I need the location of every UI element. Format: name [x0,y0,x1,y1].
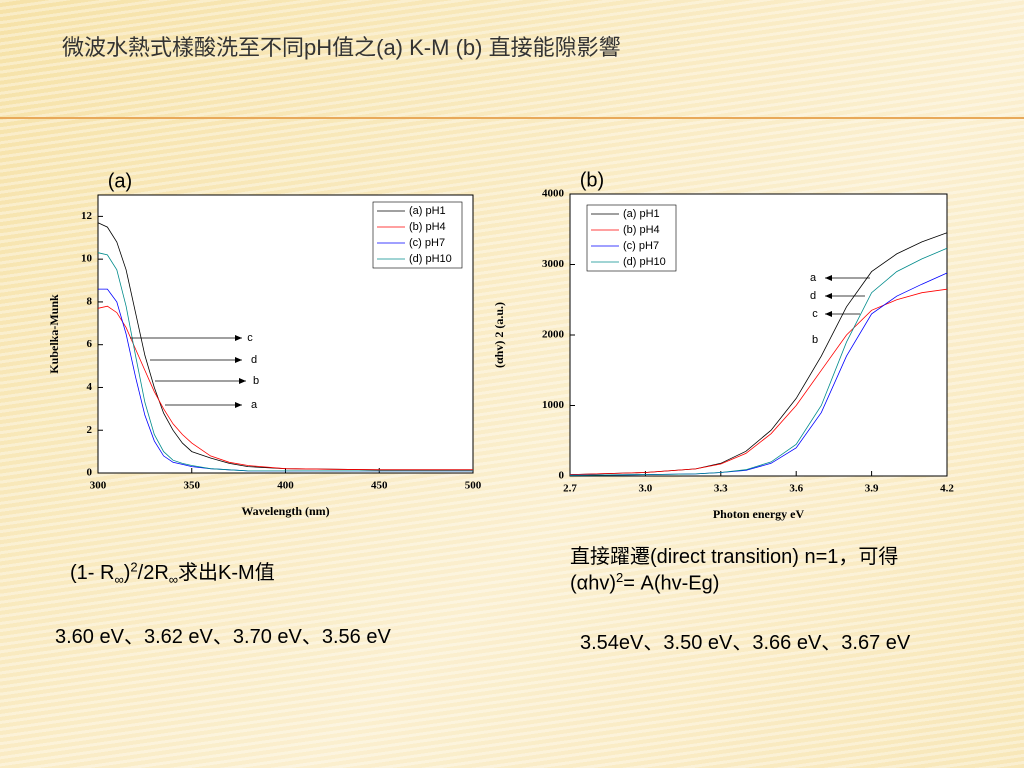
legend-box [372,201,463,269]
x-tick-label: 4.2 [940,483,954,495]
formula-part: (αhv) [570,572,617,595]
formula-part: ∞ [114,572,124,587]
formula-part: (1- R [70,562,115,584]
legend-label: (d) pH10 [409,253,452,265]
y-tick-label: 2 [87,424,93,436]
arrow-head [239,378,246,384]
y-tick-label: 0 [87,467,93,479]
x-tick-label: 3.3 [714,483,728,495]
formula-part: = A(hv-Eg) [623,572,720,595]
km-values: 3.60 eV、3.62 eV、3.70 eV、3.56 eV [55,626,391,648]
annotation-label: d [810,290,816,302]
legend-label: (d) pH10 [623,256,666,268]
annotation-label: c [247,332,253,344]
legend-label: (c) pH7 [409,237,445,249]
x-tick-label: 3.6 [789,483,803,495]
x-tick-label: 450 [371,480,388,492]
series-line [97,222,473,471]
x-axis-label: Wavelength (nm) [241,504,329,518]
y-tick-label: 0 [559,470,565,482]
slide-title: 微波水熱式樣酸洗至不同pH值之(a) K-M (b) 直接能隙影響 [62,35,621,60]
formula-part: 2 [616,570,624,585]
annotation-label: a [251,399,258,411]
x-tick-label: 500 [465,480,482,492]
y-tick-label: 1000 [542,399,565,411]
arrow-head [235,402,242,408]
x-tick-label: 400 [277,480,294,492]
annotation-label: b [812,334,818,346]
legend-label: (b) pH4 [409,221,446,233]
y-tick-label: 4000 [542,188,565,200]
legend-box [586,204,677,272]
x-tick-label: 3.0 [639,483,653,495]
y-axis-label: Kubelka-Munk [47,294,61,374]
transition-text: 直接躍遷(direct transition) n=1，可得 [570,546,899,568]
legend-label: (c) pH7 [623,240,659,252]
gap-values: 3.54eV、3.50 eV、3.66 eV、3.67 eV [580,632,911,654]
formula-part: 2 [130,559,138,575]
arrow-head [825,275,832,281]
x-tick-label: 2.7 [563,483,577,495]
annotation-label: b [253,375,259,387]
arrow-head [825,311,832,317]
y-tick-label: 2000 [542,329,565,341]
series-line [569,247,948,476]
arrow-head [825,293,832,299]
y-tick-label: 6 [87,338,93,350]
panel-label: (b) [580,169,604,191]
annotation-label: a [810,272,817,284]
legend-label: (a) pH1 [623,208,660,220]
tauc-formula: (αhv)2= A(hv-Eg) [570,570,719,596]
annotation-label: d [251,354,257,366]
arrow-head [235,357,242,363]
arrow-head [235,335,242,341]
formula-part: 求出K-M值 [178,562,275,584]
y-tick-label: 3000 [542,258,565,270]
formula-part: ∞ [168,572,179,587]
y-tick-label: 4 [87,381,93,393]
y-axis-label: (αhv) 2 (a.u.) [492,302,506,368]
x-axis-label: Photon energy eV [713,507,805,521]
y-tick-label: 8 [87,295,93,307]
annotation-label: c [812,308,818,320]
formula-part: /2R [137,562,169,584]
y-tick-label: 10 [81,253,93,265]
x-tick-label: 350 [184,480,201,492]
series-line [97,252,473,472]
panel-label: (a) [108,170,132,192]
y-tick-label: 12 [81,210,93,222]
title-rule [0,117,1024,119]
formula-part: ) [123,562,131,584]
legend-label: (a) pH1 [409,205,446,217]
series-line [569,288,948,475]
x-tick-label: 3.9 [865,483,879,495]
km-formula: (1- R∞)2/2R∞求出K-M值 [70,556,275,587]
x-tick-label: 300 [90,480,107,492]
legend-label: (b) pH4 [623,224,660,236]
